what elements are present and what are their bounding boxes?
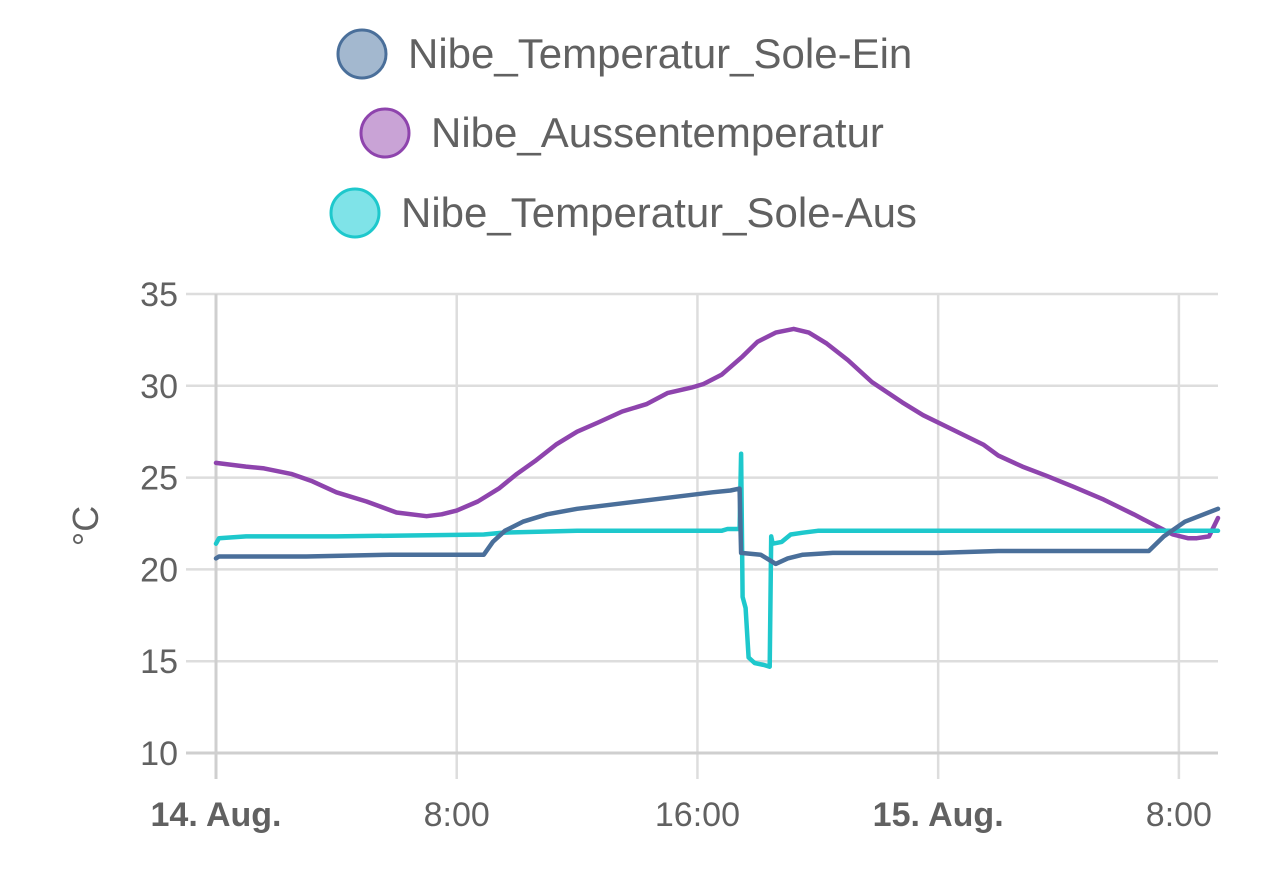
legend-item: Nibe_Temperatur_Sole-Aus — [329, 187, 917, 239]
x-tick-label: 16:00 — [655, 796, 740, 834]
chart-legend: Nibe_Temperatur_Sole-Ein Nibe_Aussentempe… — [329, 28, 917, 239]
y-tick-label: 30 — [140, 368, 178, 406]
y-tick-label: 35 — [140, 276, 178, 314]
y-axis-label: °C — [65, 506, 106, 546]
y-axis-ticks: 10 15 20 25 30 35 — [140, 276, 178, 773]
series-line-3 — [213, 451, 1221, 669]
legend-label: Nibe_Temperatur_Sole-Aus — [401, 189, 917, 236]
x-tick-label: 8:00 — [1146, 796, 1212, 834]
x-tick-label: 8:00 — [424, 796, 490, 834]
y-tick-label: 15 — [140, 643, 178, 681]
y-tick-label: 20 — [140, 551, 178, 589]
legend-item: Nibe_Aussentemperatur — [359, 107, 884, 159]
x-tick-label: 14. Aug. — [151, 796, 282, 834]
legend-item: Nibe_Temperatur_Sole-Ein — [336, 28, 912, 80]
x-tick-label: 15. Aug. — [873, 796, 1004, 834]
legend-label: Nibe_Aussentemperatur — [431, 109, 884, 156]
legend-swatch — [336, 28, 388, 80]
legend-swatch — [359, 107, 411, 159]
y-tick-label: 10 — [140, 735, 178, 773]
x-axis-ticks: 14. Aug. 8:00 16:00 15. Aug. 8:00 — [151, 796, 1212, 834]
legend-swatch — [329, 187, 381, 239]
legend-label: Nibe_Temperatur_Sole-Ein — [408, 30, 912, 77]
series-line-1 — [213, 486, 1221, 567]
y-tick-label: 25 — [140, 460, 178, 498]
chart-series-lines — [213, 326, 1221, 669]
series-line-2 — [213, 326, 1221, 541]
